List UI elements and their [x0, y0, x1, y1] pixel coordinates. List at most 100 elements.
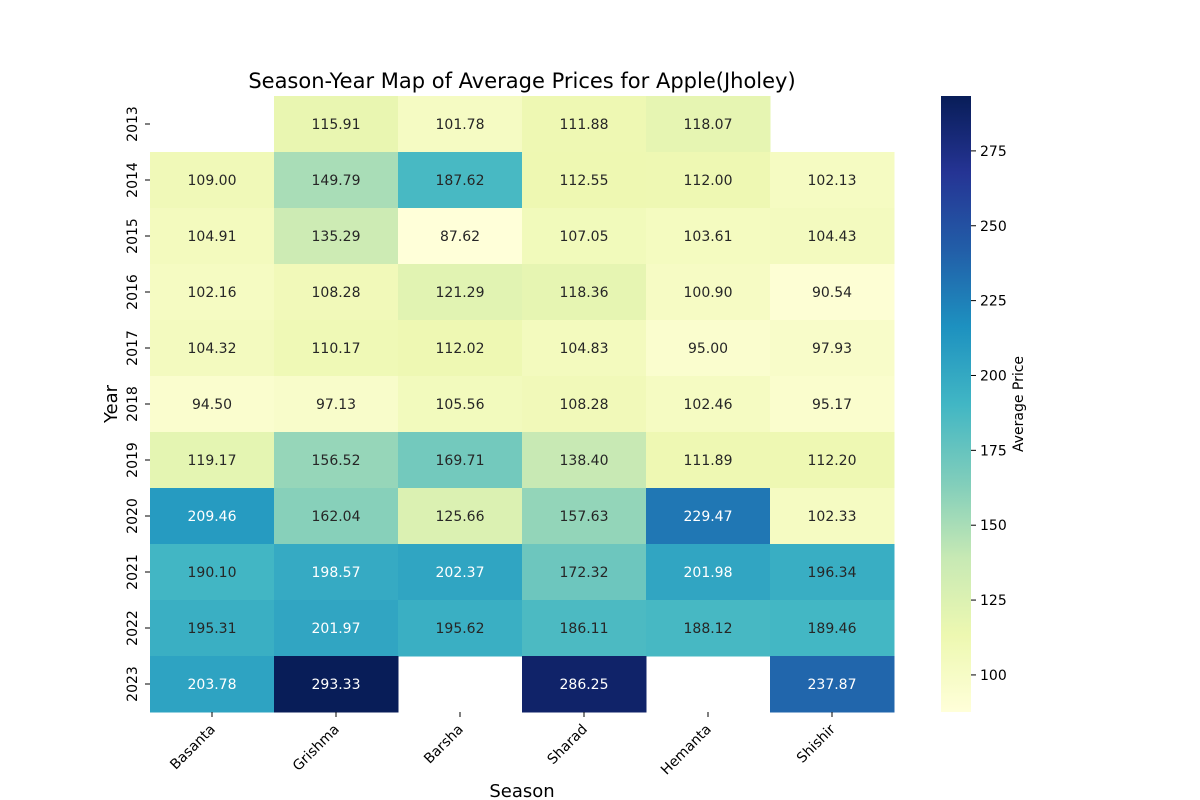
cell-value-label: 110.17 — [312, 341, 361, 357]
heatmap-cell — [522, 600, 647, 657]
cell-value-label: 119.17 — [188, 453, 237, 469]
cell-value-label: 103.61 — [684, 229, 733, 245]
heatmap-cell — [770, 208, 895, 265]
cell-value-label: 149.79 — [312, 173, 361, 189]
cell-value-label: 111.88 — [560, 117, 609, 133]
colorbar-tick-label: 125 — [980, 593, 1007, 609]
y-tick-label: 2019 — [125, 442, 141, 478]
cell-value-label: 118.36 — [560, 285, 609, 301]
heatmap-cell — [274, 656, 399, 713]
cell-value-label: 109.00 — [188, 173, 237, 189]
x-tick-label: Sharad — [544, 722, 590, 768]
heatmap-cell — [646, 432, 771, 489]
heatmap-cell — [398, 600, 523, 657]
heatmap-cell — [274, 320, 399, 377]
y-tick-label: 2017 — [125, 330, 141, 366]
heatmap-cell — [770, 432, 895, 489]
heatmap-cell — [398, 376, 523, 433]
heatmap-cell — [770, 488, 895, 545]
cell-value-label: 202.37 — [436, 565, 485, 581]
cell-value-label: 95.17 — [812, 397, 852, 413]
colorbar-tick-label: 100 — [980, 668, 1007, 684]
cell-value-label: 198.57 — [312, 565, 361, 581]
cell-value-label: 209.46 — [188, 509, 237, 525]
heatmap-cell — [770, 656, 895, 713]
heatmap-cell — [646, 96, 771, 153]
heatmap-cell — [398, 152, 523, 209]
x-axis-label: Season — [489, 781, 554, 800]
heatmap-cell — [150, 208, 275, 265]
cell-value-label: 102.16 — [188, 285, 237, 301]
heatmap-cell — [274, 544, 399, 601]
cell-value-label: 172.32 — [560, 565, 609, 581]
cell-value-label: 201.98 — [684, 565, 733, 581]
colorbar-tick-label: 225 — [980, 294, 1007, 310]
heatmap-cell — [646, 208, 771, 265]
x-tick-label: Barsha — [421, 722, 467, 768]
cell-value-label: 201.97 — [312, 621, 361, 637]
cell-value-label: 112.02 — [436, 341, 485, 357]
cell-value-label: 196.34 — [808, 565, 857, 581]
heatmap-cell — [770, 600, 895, 657]
heatmap-cell — [274, 432, 399, 489]
cell-value-label: 286.25 — [560, 677, 609, 693]
heatmap-cell — [522, 152, 647, 209]
y-tick-label: 2021 — [125, 554, 141, 590]
cell-value-label: 121.29 — [436, 285, 485, 301]
cell-value-label: 169.71 — [436, 453, 485, 469]
colorbar-tick-label: 275 — [980, 144, 1007, 160]
heatmap-cell — [522, 432, 647, 489]
y-tick-label: 2015 — [125, 218, 141, 254]
cell-value-label: 156.52 — [312, 453, 361, 469]
y-tick-label: 2022 — [125, 610, 141, 646]
heatmap-cell — [770, 544, 895, 601]
heatmap-cell — [522, 320, 647, 377]
cell-value-label: 190.10 — [188, 565, 237, 581]
heatmap-cell — [398, 320, 523, 377]
heatmap-cell — [398, 432, 523, 489]
cell-value-label: 189.46 — [808, 621, 857, 637]
y-tick-label: 2018 — [125, 386, 141, 422]
x-axis: Basanta Grishma Barsha Sharad Hemanta Shishir — [167, 712, 839, 778]
heatmap-cell — [150, 544, 275, 601]
cell-value-label: 108.28 — [312, 285, 361, 301]
cell-value-label: 115.91 — [312, 117, 361, 133]
heatmap-cell — [522, 96, 647, 153]
y-tick-label: 2014 — [125, 162, 141, 198]
cell-value-label: 195.31 — [188, 621, 237, 637]
cell-value-label: 100.90 — [684, 285, 733, 301]
heatmap-cell — [150, 600, 275, 657]
cell-value-label: 104.83 — [560, 341, 609, 357]
heatmap-cell — [150, 656, 275, 713]
heatmap-cell — [150, 152, 275, 209]
colorbar: 100 125 150 175 200 225 250 275 Average Price — [941, 96, 1027, 712]
heatmap-cell — [770, 320, 895, 377]
x-tick-label: Grishma — [290, 722, 343, 775]
heatmap-cell — [398, 96, 523, 153]
x-tick-label: Basanta — [167, 722, 219, 774]
heatmap-cell — [274, 152, 399, 209]
heatmap-cell — [398, 544, 523, 601]
heatmap-cell — [646, 544, 771, 601]
y-tick-label: 2016 — [125, 274, 141, 310]
heatmap-cell — [274, 376, 399, 433]
cell-value-label: 111.89 — [684, 453, 733, 469]
cell-value-label: 186.11 — [560, 621, 609, 637]
heatmap-cell — [274, 488, 399, 545]
cell-value-label: 135.29 — [312, 229, 361, 245]
cell-value-label: 97.93 — [812, 341, 852, 357]
heatmap-cells: 115.91 101.78 111.88 118.07 109.00 149.79 187.… — [150, 96, 895, 713]
cell-value-label: 94.50 — [192, 397, 232, 413]
heatmap-cell — [274, 600, 399, 657]
colorbar-tick-label: 150 — [980, 518, 1007, 534]
heatmap-cell — [150, 376, 275, 433]
cell-value-label: 112.00 — [684, 173, 733, 189]
cell-value-label: 162.04 — [312, 509, 361, 525]
heatmap-cell — [646, 376, 771, 433]
x-tick-label: Shishir — [794, 721, 839, 766]
cell-value-label: 101.78 — [436, 117, 485, 133]
heatmap-cell — [150, 264, 275, 321]
heatmap-cell — [646, 264, 771, 321]
heatmap-cell — [274, 208, 399, 265]
